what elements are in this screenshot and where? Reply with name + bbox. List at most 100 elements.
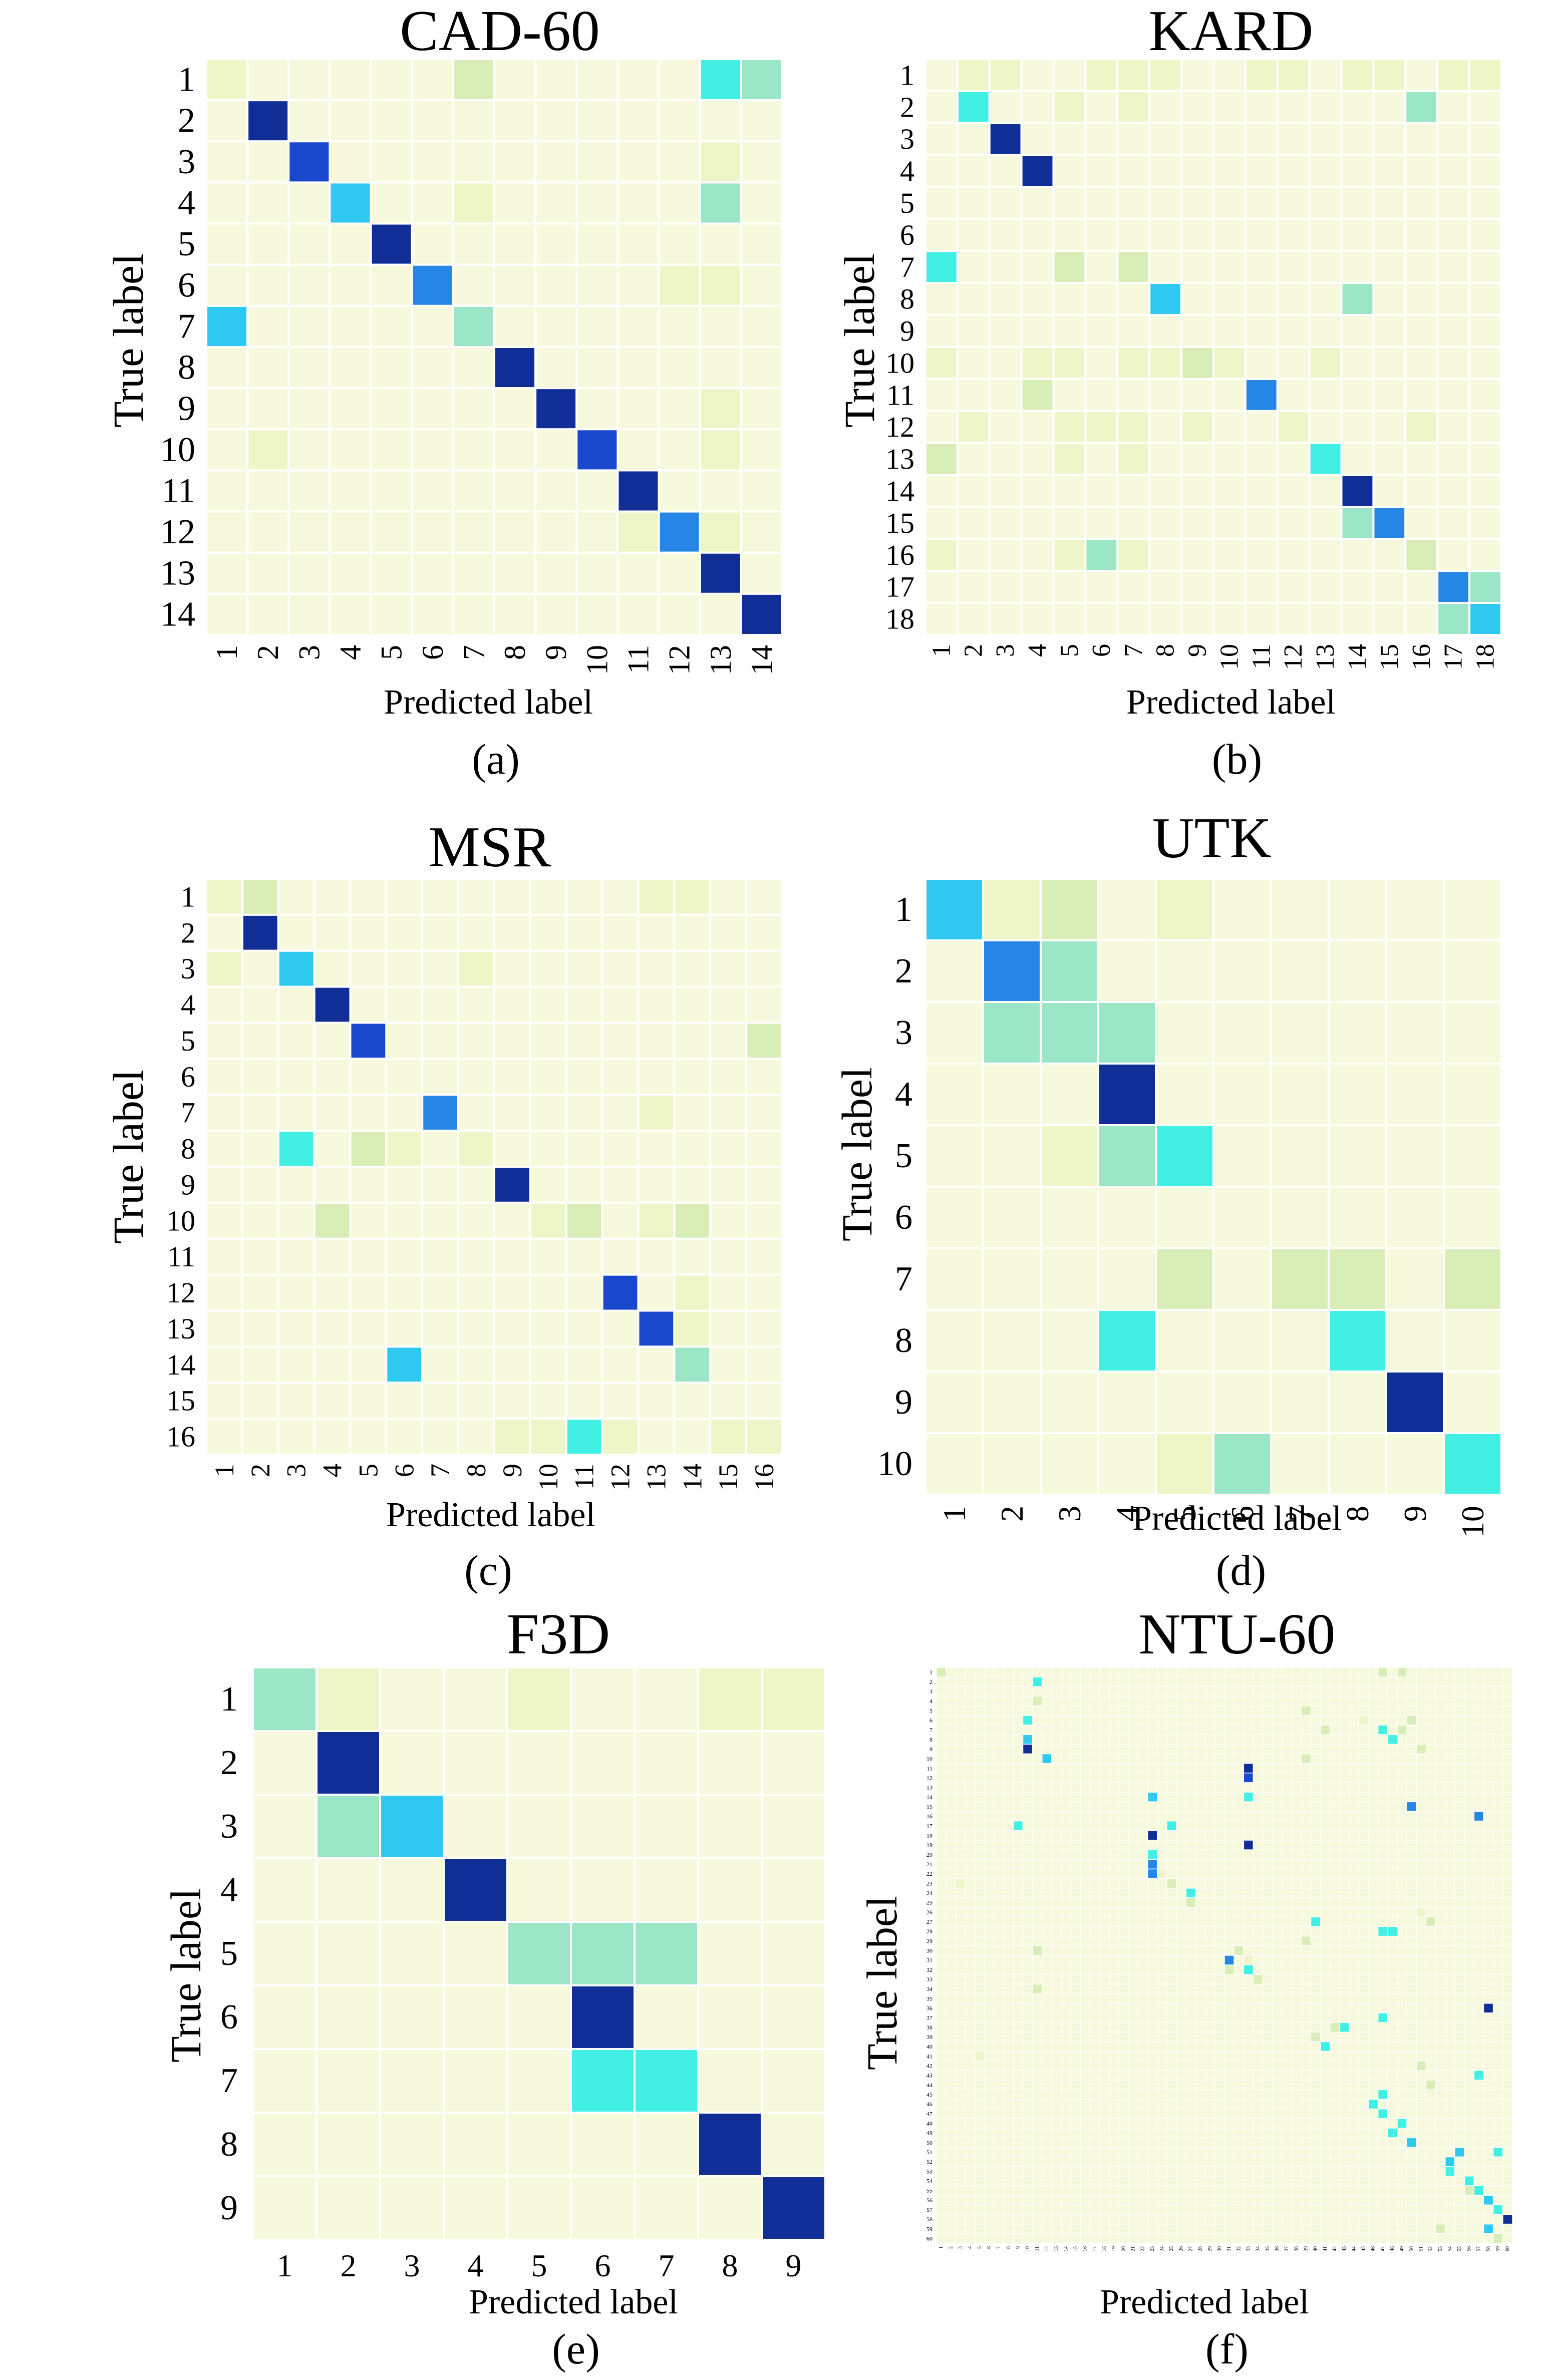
cell-f-r59-c45 — [1358, 2223, 1369, 2234]
cell-f-r60-c7 — [994, 2233, 1004, 2244]
cell-b-r13-c5 — [1052, 442, 1087, 476]
cell-f-r2-c40 — [1310, 1676, 1321, 1687]
cell-f-r53-c54 — [1445, 2166, 1455, 2177]
cell-f-r45-c29 — [1204, 2089, 1215, 2100]
cell-f-r27-c8 — [1003, 1916, 1014, 1927]
cell-f-r44-c37 — [1282, 2080, 1292, 2091]
cell-d-r7-c8 — [1328, 1247, 1387, 1311]
cell-f-r28-c51 — [1416, 1926, 1427, 1937]
cell-f-r24-c24 — [1157, 1888, 1167, 1898]
cell-f-r5-c53 — [1435, 1705, 1446, 1716]
cell-f-r40-c13 — [1051, 2041, 1062, 2052]
cell-f-r11-c42 — [1330, 1763, 1340, 1774]
panel-d-ylabel: True label — [833, 1067, 881, 1241]
cell-a-r3-c4 — [329, 140, 372, 184]
cell-b-r13-c6 — [1084, 442, 1119, 476]
cell-f-r56-c43 — [1339, 2195, 1350, 2206]
cell-c-r15-c4 — [313, 1382, 352, 1420]
cell-f-r44-c26 — [1176, 2080, 1187, 2091]
cell-f-r31-c36 — [1272, 1955, 1283, 1965]
cell-f-r20-c60 — [1502, 1849, 1513, 1860]
cell-f-r58-c13 — [1051, 2214, 1062, 2225]
cell-f-r5-c30 — [1214, 1705, 1225, 1716]
cell-c-r6-c3 — [277, 1058, 316, 1096]
cell-f-r29-c3 — [955, 1935, 966, 1946]
cell-f-r10-c9 — [1013, 1753, 1024, 1764]
cell-f-r52-c39 — [1301, 2156, 1312, 2167]
cell-f-r31-c38 — [1291, 1955, 1302, 1965]
cell-f-r35-c3 — [955, 1993, 966, 2004]
cell-f-r57-c58 — [1483, 2204, 1494, 2215]
cell-a-r14-c14 — [740, 592, 784, 636]
cell-b-r8-c13 — [1308, 282, 1343, 316]
cell-a-r4-c5 — [370, 181, 413, 225]
cell-a-r12-c1 — [205, 510, 249, 554]
cell-b-r14-c14 — [1340, 474, 1375, 508]
cell-f-r1-c58 — [1483, 1667, 1494, 1677]
column-label-a-5: 5 — [375, 645, 408, 660]
cell-f-r13-c42 — [1330, 1782, 1340, 1793]
cell-f-r9-c33 — [1243, 1744, 1254, 1755]
cell-f-r12-c33 — [1243, 1773, 1254, 1783]
cell-a-r2-c1 — [205, 99, 249, 143]
row-label-f-12: 12 — [926, 1774, 933, 1781]
cell-f-r3-c42 — [1330, 1686, 1340, 1697]
cell-f-r51-c56 — [1464, 2147, 1475, 2158]
cell-c-r11-c4 — [313, 1237, 352, 1276]
cell-f-r32-c25 — [1166, 1964, 1177, 1975]
cell-f-r57-c12 — [1042, 2204, 1052, 2215]
cell-f-r45-c24 — [1157, 2089, 1167, 2100]
cell-b-r1-c16 — [1404, 58, 1439, 92]
cell-f-r43-c50 — [1406, 2070, 1417, 2081]
cell-f-r3-c35 — [1262, 1686, 1273, 1697]
cell-f-r56-c55 — [1454, 2195, 1465, 2206]
cell-f-r2-c51 — [1416, 1676, 1427, 1687]
cell-f-r1-c32 — [1233, 1667, 1245, 1677]
row-label-f-16: 16 — [926, 1813, 933, 1820]
column-label-d-2: 2 — [994, 1506, 1030, 1522]
cell-f-r50-c31 — [1224, 2137, 1234, 2148]
cell-f-r21-c36 — [1272, 1859, 1283, 1870]
cell-e-r4-c9 — [761, 1857, 826, 1923]
cell-b-r9-c7 — [1116, 314, 1151, 348]
cell-f-r33-c48 — [1387, 1974, 1398, 1985]
cell-f-r11-c45 — [1358, 1763, 1369, 1774]
cell-f-r40-c40 — [1310, 2041, 1321, 2052]
cell-f-r28-c32 — [1233, 1926, 1245, 1937]
cell-f-r32-c54 — [1445, 1964, 1455, 1975]
cell-b-r9-c3 — [988, 314, 1023, 348]
cell-f-r58-c38 — [1291, 2214, 1302, 2225]
cell-f-r39-c49 — [1397, 2031, 1407, 2043]
cell-f-r11-c10 — [1022, 1763, 1033, 1774]
cell-f-r7-c50 — [1406, 1725, 1417, 1735]
cell-b-r18-c4 — [1020, 602, 1055, 636]
cell-f-r57-c24 — [1157, 2204, 1167, 2215]
cell-a-r4-c6 — [411, 181, 454, 225]
cell-f-r46-c10 — [1022, 2099, 1033, 2110]
cell-f-r58-c41 — [1320, 2214, 1331, 2225]
cell-f-r55-c46 — [1368, 2185, 1379, 2196]
cell-f-r19-c21 — [1128, 1840, 1139, 1850]
cell-f-r57-c55 — [1454, 2204, 1465, 2215]
cell-f-r16-c47 — [1377, 1811, 1388, 1822]
cell-f-r12-c20 — [1118, 1773, 1129, 1783]
cell-f-r24-c4 — [965, 1888, 976, 1898]
cell-f-r44-c39 — [1301, 2080, 1312, 2091]
cell-f-r41-c9 — [1013, 2051, 1024, 2062]
cell-f-r38-c25 — [1166, 2022, 1177, 2033]
cell-c-r6-c16 — [745, 1058, 783, 1096]
cell-c-r12-c14 — [673, 1273, 712, 1312]
cell-f-r50-c55 — [1454, 2137, 1465, 2148]
cell-b-r10-c14 — [1340, 346, 1375, 380]
cell-c-r10-c14 — [673, 1201, 712, 1240]
cell-f-r17-c25 — [1166, 1820, 1177, 1831]
cell-c-r14-c7 — [421, 1345, 460, 1384]
cell-f-r5-c28 — [1195, 1705, 1206, 1716]
cell-f-r25-c22 — [1137, 1897, 1148, 1908]
cell-f-r37-c1 — [936, 2012, 947, 2023]
cell-f-r51-c49 — [1397, 2147, 1407, 2158]
cell-f-r25-c16 — [1080, 1897, 1091, 1908]
cell-f-r20-c13 — [1051, 1849, 1062, 1860]
cell-f-r36-c41 — [1320, 2003, 1331, 2013]
cell-b-r3-c8 — [1148, 122, 1183, 156]
